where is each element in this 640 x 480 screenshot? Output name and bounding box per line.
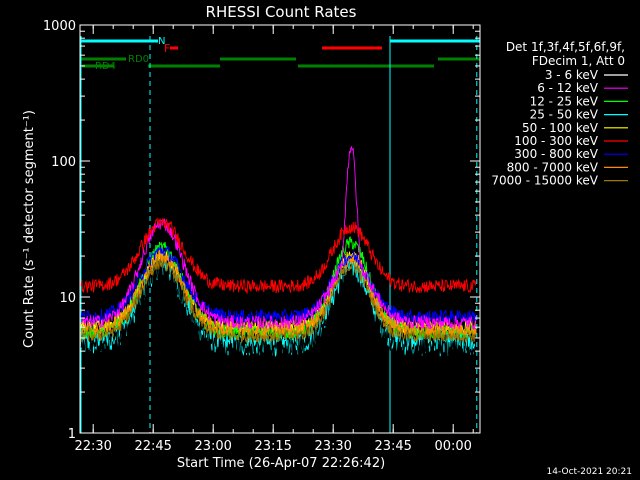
- series-line: [80, 216, 477, 295]
- footer-date: 14-Oct-2021 20:21: [547, 467, 632, 477]
- legend-label: 12 - 25 keV: [530, 94, 599, 108]
- x-tick-label: 22:30: [74, 439, 111, 454]
- legend-label: 100 - 300 keV: [514, 134, 598, 148]
- flag-label-f: F: [164, 42, 170, 55]
- series-line: [80, 245, 477, 324]
- legend-header-line1: Det 1f,3f,4f,5f,6f,9f,: [506, 40, 625, 54]
- x-axis-label: Start Time (26-Apr-07 22:26:42): [177, 456, 385, 471]
- y-axis-ticks: 1 10 100 1000: [43, 19, 480, 442]
- flag-label-rd0: RD0: [128, 54, 149, 65]
- series-lines: [80, 145, 477, 361]
- legend-label: 25 - 50 keV: [530, 108, 599, 122]
- x-tick-label: 23:15: [254, 439, 291, 454]
- x-axis-ticks: 22:30 22:45 23:00 23:15 23:30 23:45 00:00: [74, 25, 474, 454]
- x-tick-label: 23:45: [374, 439, 411, 454]
- legend-header-line2: FDecim 1, Att 0: [532, 54, 625, 68]
- x-tick-label: 23:30: [314, 439, 351, 454]
- night-markers: [80, 36, 478, 433]
- y-tick-label: 1000: [43, 19, 76, 34]
- x-tick-label: 22:45: [134, 439, 171, 454]
- legend-label: 6 - 12 keV: [537, 81, 599, 95]
- series-line: [80, 253, 477, 357]
- x-tick-label: 00:00: [434, 439, 471, 454]
- series-line: [80, 249, 477, 337]
- legend-label: 7000 - 15000 keV: [491, 174, 598, 188]
- legend-label: 50 - 100 keV: [522, 121, 599, 135]
- x-tick-label: 23:00: [194, 439, 231, 454]
- flag-label-rd4: RD4: [95, 61, 116, 72]
- legend-label: 800 - 7000 keV: [507, 160, 599, 174]
- legend-label: 300 - 800 keV: [514, 147, 598, 161]
- y-tick-label: 100: [51, 155, 76, 170]
- y-tick-label: 10: [59, 291, 76, 306]
- y-tick-label: 1: [68, 427, 76, 442]
- flag-bars: NF RD0 RD4: [80, 36, 480, 72]
- y-axis-label: Count Rate (s⁻¹ detector segment⁻¹): [22, 110, 37, 348]
- legend-label: 3 - 6 keV: [545, 68, 599, 82]
- flag-label-n: N: [158, 36, 165, 47]
- plot-frame: [79, 24, 481, 434]
- chart-title: RHESSI Count Rates: [206, 3, 357, 21]
